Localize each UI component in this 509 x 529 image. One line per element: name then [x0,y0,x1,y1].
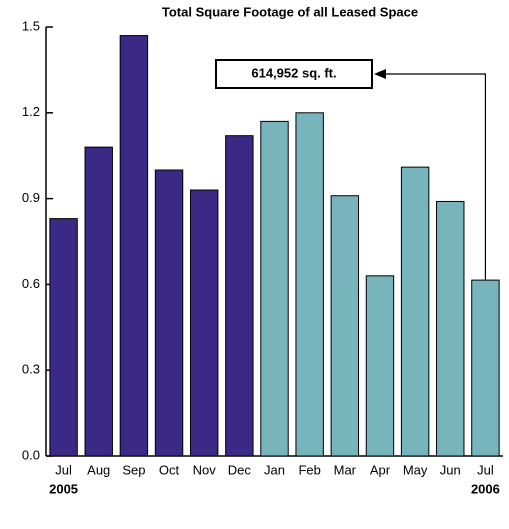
annotation: 614,952 sq. ft. [251,65,336,80]
x-tick-label: Jul [477,462,494,477]
x-tick-label: Jul [55,462,72,477]
bar [365,275,395,457]
annotation-box [215,59,373,89]
bar [84,146,113,457]
x-tick-label: Jan [264,462,285,477]
y-tick-label: 0.3 [22,362,40,377]
bar [295,112,324,457]
year-label: 2005 [49,481,78,496]
bar [436,200,465,457]
y-tick-label: 1.2 [22,104,40,119]
arrow-head [374,69,386,79]
x-tick-label: Feb [298,462,320,477]
x-tick-label: Oct [159,462,180,477]
x-tick-label: Apr [370,462,391,477]
year-label: 2006 [471,481,500,496]
bar [154,169,184,457]
y-tick-label: 0.0 [22,447,40,462]
x-tick-label: Aug [87,462,110,477]
x-tick-label: Mar [334,462,357,477]
y-tick-label: 1.5 [22,18,40,33]
bar [225,135,254,457]
bar [330,195,360,457]
x-tick-label: Nov [193,462,217,477]
bar [49,218,78,457]
x-tick-label: Sep [122,462,145,477]
bar [119,35,149,457]
y-tick-label: 0.6 [22,276,40,291]
chart-title: Total Square Footage of all Leased Space [162,4,418,19]
annotation-arrow [384,73,487,281]
bar [189,189,219,457]
x-tick-label: Jun [440,462,461,477]
bar [260,120,289,457]
x-tick-label: May [403,462,428,477]
x-tick-label: Dec [228,462,252,477]
bar [471,279,500,457]
bar [400,166,430,457]
y-tick-label: 0.9 [22,190,40,205]
